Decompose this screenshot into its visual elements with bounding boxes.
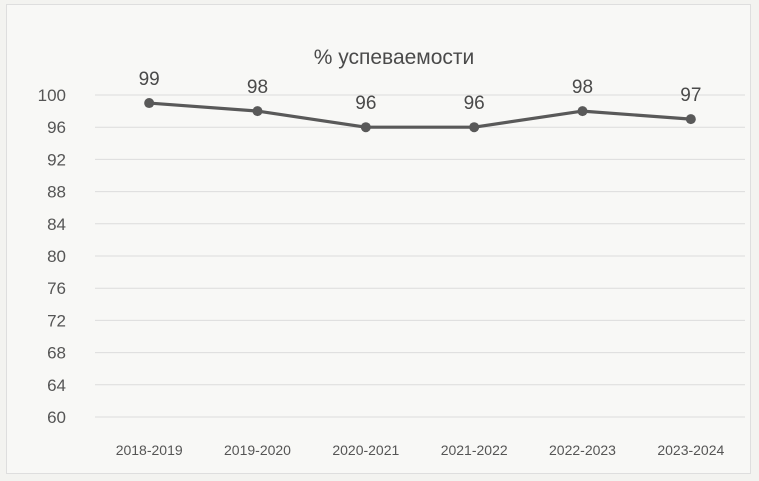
data-label: 98: [247, 77, 268, 98]
data-label: 99: [139, 69, 160, 90]
data-point: [469, 122, 480, 133]
y-tick-label: 64: [47, 376, 66, 395]
data-point: [252, 106, 263, 117]
x-axis-ticks: 2018-2019 2019-2020 2020-2021 2021-2022 2022…: [116, 442, 725, 458]
data-point: [577, 106, 588, 117]
y-tick-label: 84: [47, 215, 66, 234]
y-tick-label: 68: [47, 344, 66, 363]
plot-area: 99 98 96 96 98 97: [139, 69, 701, 133]
y-tick-label: 96: [47, 118, 66, 137]
data-point: [685, 114, 696, 125]
chart-frame: [6, 4, 751, 474]
data-point: [360, 122, 371, 133]
x-tick-label: 2022-2023: [549, 442, 616, 458]
data-label: 96: [355, 93, 376, 114]
y-tick-label: 72: [47, 311, 66, 330]
gridlines: [95, 94, 745, 418]
y-tick-label: 100: [38, 86, 66, 105]
y-tick-label: 60: [47, 408, 66, 427]
data-label: 96: [464, 93, 485, 114]
y-tick-label: 80: [47, 247, 66, 266]
y-axis-ticks: 60 64 68 72 76 80 84 88 92 96 100: [38, 86, 66, 427]
y-tick-label: 88: [47, 183, 66, 202]
x-tick-label: 2020-2021: [332, 442, 399, 458]
chart-title: % успеваемости: [314, 46, 475, 69]
data-label: 98: [572, 77, 593, 98]
data-point: [144, 98, 155, 109]
y-tick-label: 92: [47, 150, 66, 169]
data-label: 97: [680, 85, 701, 106]
x-tick-label: 2021-2022: [441, 442, 508, 458]
x-tick-label: 2023-2024: [657, 442, 724, 458]
series-line: [149, 101, 691, 129]
x-tick-label: 2019-2020: [224, 442, 291, 458]
x-tick-label: 2018-2019: [116, 442, 183, 458]
y-tick-label: 76: [47, 279, 66, 298]
